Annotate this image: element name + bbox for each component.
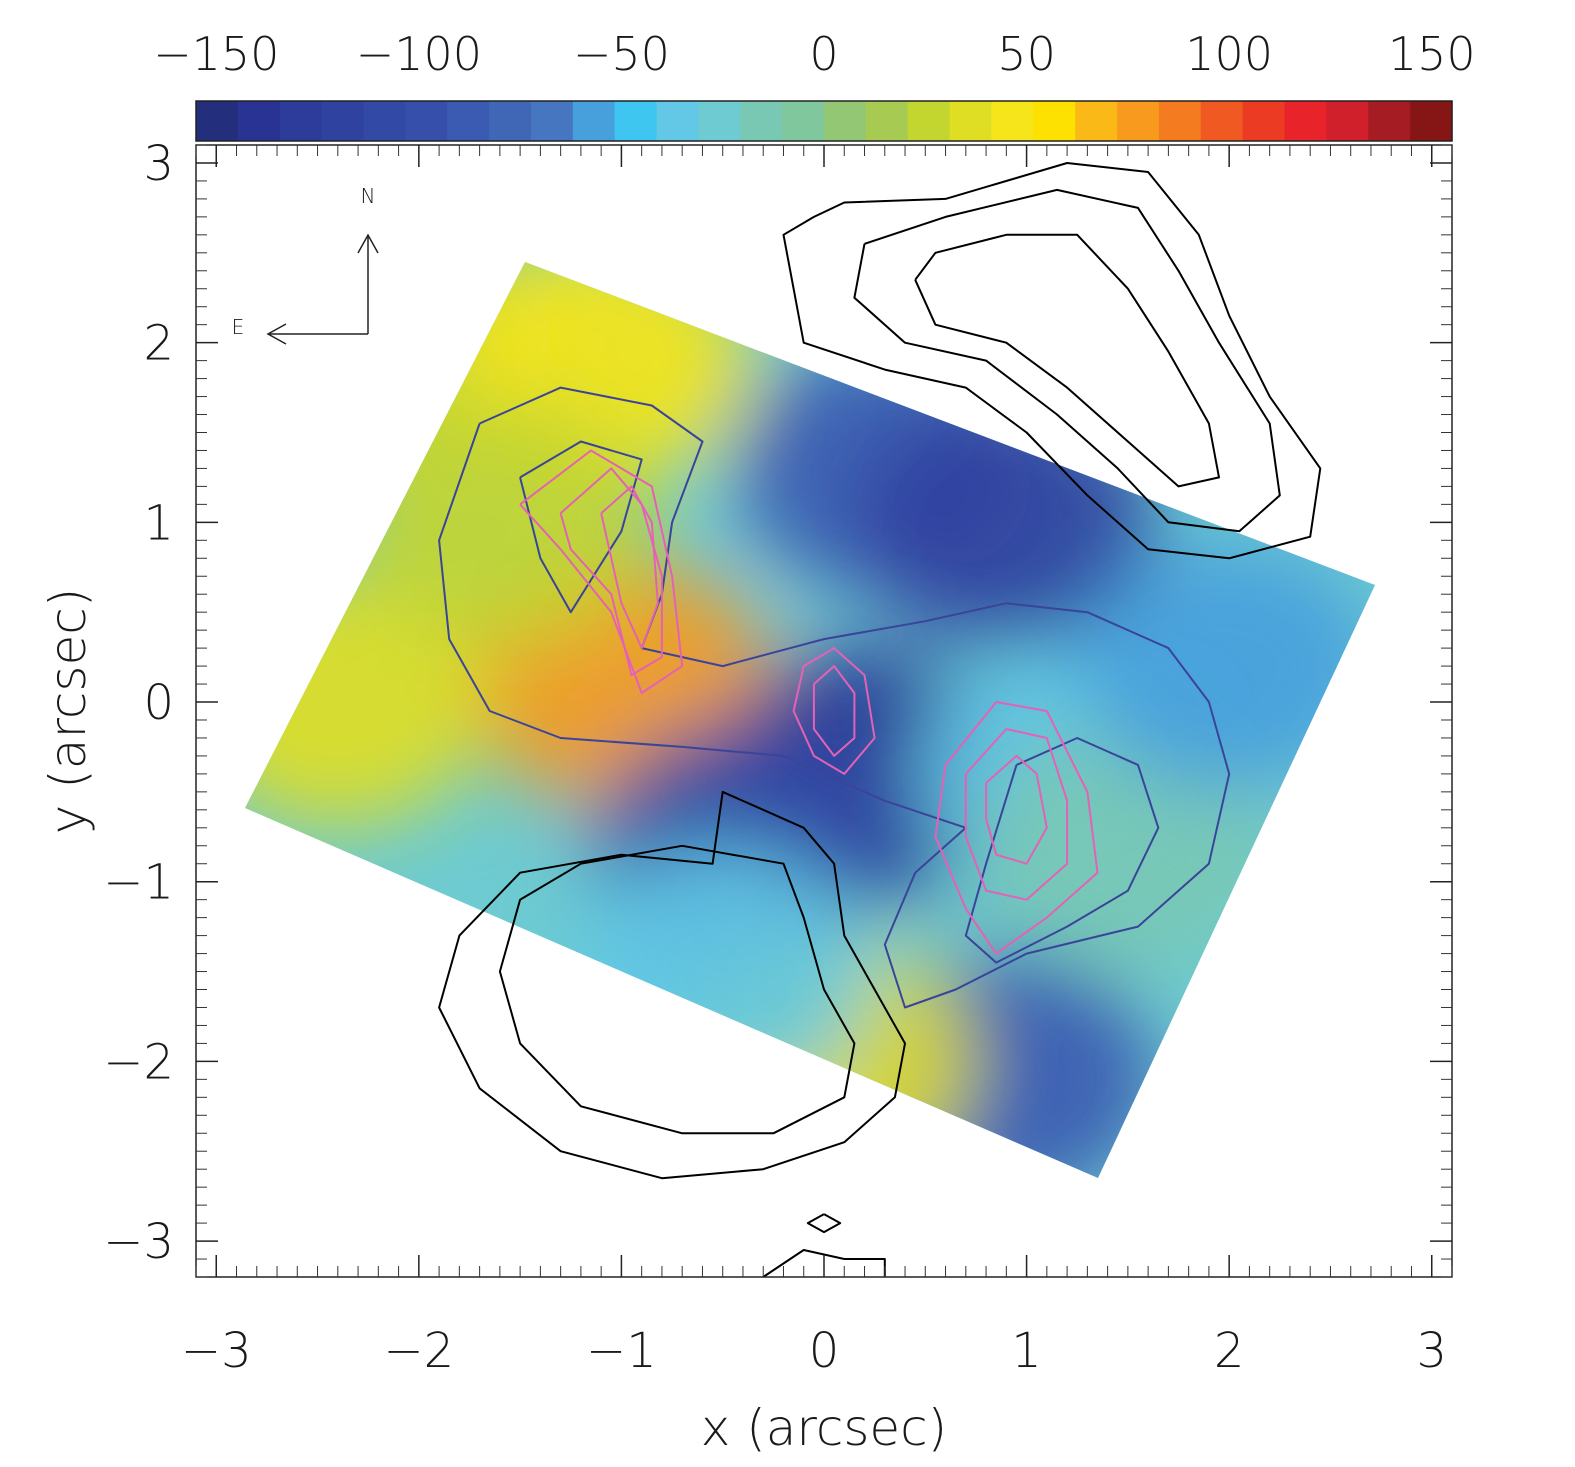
colorbar-swatch	[1326, 101, 1369, 141]
compass-east-label: E	[232, 315, 245, 339]
colorbar: −150 −100 −50 0 50 100 150	[153, 27, 1476, 142]
velocity-field-blob	[572, 846, 873, 1097]
x-tick-label: −3	[181, 1323, 252, 1379]
contour-line	[519, 440, 643, 614]
colorbar-swatch	[1033, 101, 1076, 141]
colorbar-swatch	[656, 101, 699, 141]
colorbar-swatch	[279, 101, 323, 141]
contour-line	[438, 790, 906, 1180]
compass-north-label: N	[361, 184, 376, 208]
colorbar-swatch	[405, 101, 448, 141]
colorbar-swatch	[782, 101, 825, 141]
north-arrowhead	[357, 233, 379, 254]
y-axis: −3 −2 −1 0 1 2 3	[103, 136, 1452, 1270]
colorbar-swatches	[196, 101, 1453, 141]
colorbar-tick-label: 150	[1388, 27, 1476, 81]
colorbar-swatch	[698, 101, 741, 141]
y-tick-label: −1	[103, 855, 174, 911]
velocity-field-blob	[1079, 541, 1375, 792]
contour-series	[438, 162, 1322, 1278]
colorbar-swatch	[363, 101, 406, 141]
contour-line	[985, 754, 1048, 865]
contour-line	[792, 647, 876, 775]
colorbar-swatch	[614, 101, 658, 141]
colorbar-tick-label: −150	[153, 27, 279, 81]
colorbar-swatch	[1117, 101, 1160, 141]
velocity-field-blob	[349, 397, 650, 648]
y-tick-label: −3	[103, 1214, 174, 1270]
x-tick-label: 0	[809, 1323, 840, 1379]
colorbar-tick-label: 0	[809, 27, 838, 81]
colorbar-swatch	[1158, 101, 1202, 141]
x-tick-label: 1	[1011, 1323, 1042, 1379]
colorbar-swatch	[865, 101, 909, 141]
contour-line	[519, 449, 684, 694]
colorbar-swatch	[949, 101, 993, 141]
contour-line	[762, 1249, 886, 1278]
velocity-field	[245, 262, 1375, 1178]
colorbar-tick-label: −100	[356, 27, 482, 81]
x-tick-label: 3	[1416, 1323, 1447, 1379]
contour-line	[559, 467, 663, 677]
colorbar-swatch	[447, 101, 490, 141]
colorbar-swatch	[530, 101, 574, 141]
y-tick-label: 2	[143, 316, 174, 372]
colorbar-swatch	[991, 101, 1034, 141]
colorbar-swatch	[1284, 101, 1327, 141]
contour-line	[498, 844, 856, 1135]
colorbar-swatch	[321, 101, 365, 141]
x-axis: −3 −2 −1 0 1 2 3	[181, 145, 1447, 1379]
y-tick-label: 0	[143, 675, 174, 731]
contour-line	[853, 188, 1281, 533]
colorbar-tick-label: 100	[1185, 27, 1273, 81]
east-arrowhead	[266, 323, 287, 345]
x-axis-title: x (arcsec)	[701, 1399, 947, 1457]
colorbar-swatch	[237, 101, 281, 141]
y-tick-label: 1	[143, 495, 174, 551]
contour-line	[806, 1213, 842, 1234]
contour-series	[519, 449, 1099, 955]
colorbar-tick-labels: −150 −100 −50 0 50 100 150	[153, 27, 1476, 81]
colorbar-tick-label: −50	[573, 27, 670, 81]
y-axis-title: y (arcsec)	[39, 588, 97, 834]
x-tick-label: −1	[586, 1323, 657, 1379]
colorbar-swatch	[907, 101, 951, 141]
colorbar-swatch	[824, 101, 867, 141]
colorbar-swatch	[196, 101, 239, 141]
x-tick-label: 2	[1214, 1323, 1245, 1379]
colorbar-swatch	[740, 101, 783, 141]
contour-overlay	[438, 162, 1322, 1278]
contour-line	[812, 665, 856, 757]
colorbar-swatch	[1410, 101, 1453, 141]
contour-line	[964, 737, 1160, 964]
contour-line	[914, 233, 1220, 488]
colorbar-swatch	[1242, 101, 1286, 141]
colorbar-frame	[195, 100, 1453, 142]
y-tick-label: 3	[143, 136, 174, 192]
x-tick-label: −2	[383, 1323, 454, 1379]
colorbar-swatch	[572, 101, 616, 141]
colorbar-swatch	[1200, 101, 1244, 141]
compass	[266, 233, 379, 345]
y-tick-label: −2	[103, 1034, 174, 1090]
colorbar-swatch	[1368, 101, 1411, 141]
colorbar-swatch	[1075, 101, 1118, 141]
contour-line	[934, 701, 1099, 955]
contour-line	[600, 485, 659, 650]
colorbar-swatch	[489, 101, 532, 141]
contour-line	[964, 728, 1069, 901]
contour-line	[782, 162, 1322, 560]
colorbar-tick-label: 50	[997, 27, 1056, 81]
minor-ticks	[195, 144, 1453, 1278]
